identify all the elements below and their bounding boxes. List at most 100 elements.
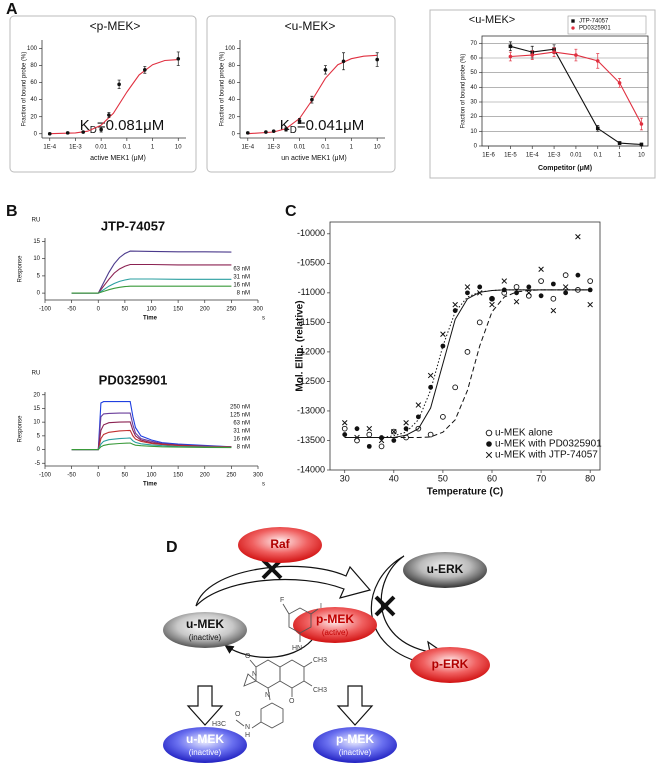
- structure-label: CH3: [313, 687, 327, 694]
- data-point: [452, 308, 458, 313]
- legend-label: PD0325901: [579, 26, 611, 32]
- y-tick-label: 20: [470, 114, 477, 120]
- y-tick-label: 5: [37, 273, 41, 279]
- data-point: [538, 278, 544, 284]
- annotation-part: =0.041μM: [297, 117, 364, 134]
- legend-marker: [571, 19, 575, 23]
- y-tick-label: 5: [37, 433, 41, 439]
- structure-label: HN: [292, 645, 302, 652]
- structure-label: I: [320, 603, 322, 610]
- data-line: [510, 45, 642, 146]
- data-point: [530, 53, 535, 57]
- x-axis-label: Time: [143, 482, 158, 488]
- legend-label: 63 nM: [233, 267, 250, 273]
- data-line: [71, 437, 232, 451]
- x-tick-label: 0: [97, 473, 101, 479]
- structure-label: O: [289, 698, 295, 705]
- data-point: [440, 343, 446, 349]
- data-point: [552, 50, 556, 54]
- data-point: [245, 131, 250, 135]
- structure-label: N: [265, 692, 270, 699]
- x-tick-label: 60: [487, 473, 497, 483]
- inhibition-mark: [374, 595, 396, 617]
- data-point: [514, 290, 519, 296]
- data-point: [476, 319, 483, 326]
- data-point: [375, 57, 380, 62]
- data-point: [639, 122, 644, 126]
- y-tick-label: 0: [37, 291, 41, 297]
- data-point: [99, 127, 103, 132]
- x-tick-label: 1E-3: [267, 145, 280, 151]
- x-tick-label: 0.01: [95, 145, 107, 151]
- data-point: [427, 431, 434, 438]
- data-point: [464, 349, 471, 355]
- node-label: p-MEK: [316, 612, 354, 626]
- data-point: [562, 284, 569, 290]
- node-raf: [238, 527, 322, 563]
- data-point: [587, 301, 593, 308]
- data-point: [489, 296, 495, 302]
- y-tick-label: 40: [30, 97, 37, 103]
- plot-frame: [481, 35, 649, 147]
- x-tick-label: 50: [122, 307, 129, 313]
- x-tick-label: 10: [638, 153, 645, 159]
- x-tick-label: 0: [97, 307, 101, 313]
- x-tick-label: 300: [253, 473, 264, 479]
- node-p-erk: [410, 647, 490, 683]
- data-point: [508, 44, 513, 49]
- data-point: [538, 293, 544, 299]
- node-sublabel: (inactive): [339, 748, 372, 757]
- y-tick-label: 40: [470, 85, 477, 91]
- x-tick-label: 100: [146, 473, 157, 479]
- node-u-mek: [163, 612, 247, 648]
- y-tick-label: 80: [228, 63, 235, 69]
- data-point: [452, 384, 459, 391]
- data-point: [489, 301, 495, 308]
- legend-label: 8 nM: [237, 291, 250, 297]
- x-tick-label: 40: [389, 473, 399, 483]
- data-point: [574, 53, 578, 57]
- y-axis-label: Mol. Ellip. (relative): [295, 300, 306, 391]
- activation-arrow: [195, 565, 372, 607]
- unit-label: RU: [32, 371, 41, 377]
- panel-label: C: [285, 203, 297, 220]
- x-unit: s: [262, 316, 265, 322]
- data-line: [71, 429, 232, 451]
- chart-title: <u-MEK>: [469, 14, 515, 26]
- y-axis-label: Fraction of bound probe (%): [220, 52, 226, 127]
- structure-label: O: [235, 711, 241, 718]
- data-point: [341, 420, 348, 426]
- y-tick-label: 20: [228, 114, 235, 120]
- data-point: [501, 278, 508, 284]
- data-point: [562, 272, 569, 278]
- y-tick-label: 10: [33, 420, 40, 426]
- x-tick-label: 150: [173, 473, 184, 479]
- panel-label: D: [166, 539, 178, 556]
- node-label: Raf: [270, 537, 290, 551]
- x-tick-label: 1E-3: [548, 153, 561, 159]
- unit-label: RU: [32, 218, 41, 224]
- y-tick-label: -10000: [297, 228, 325, 238]
- node-sublabel: (inactive): [189, 633, 222, 642]
- y-tick-label: 100: [27, 46, 38, 52]
- annotation-part: K: [280, 117, 290, 134]
- pathway-diagram: Raf u-ERK u-MEK (inactive) p-MEK (active…: [163, 527, 490, 763]
- data-line: [71, 263, 232, 294]
- chart-title: <u-MEK>: [285, 19, 336, 33]
- data-point: [310, 97, 314, 102]
- y-tick-label: -13500: [297, 435, 325, 445]
- y-tick-label: 10: [33, 256, 40, 262]
- node-p-mek-bound: [313, 727, 397, 763]
- data-point: [342, 432, 348, 437]
- data-point: [440, 331, 446, 337]
- data-point: [595, 59, 600, 63]
- data-point: [639, 142, 644, 147]
- data-point: [476, 290, 483, 296]
- data-line: [71, 250, 232, 294]
- x-tick-label: 0.1: [123, 145, 132, 151]
- x-tick-label: 1E-4: [43, 145, 56, 151]
- legend-marker: [571, 26, 575, 30]
- x-tick-label: 200: [200, 473, 211, 479]
- data-point: [465, 290, 470, 296]
